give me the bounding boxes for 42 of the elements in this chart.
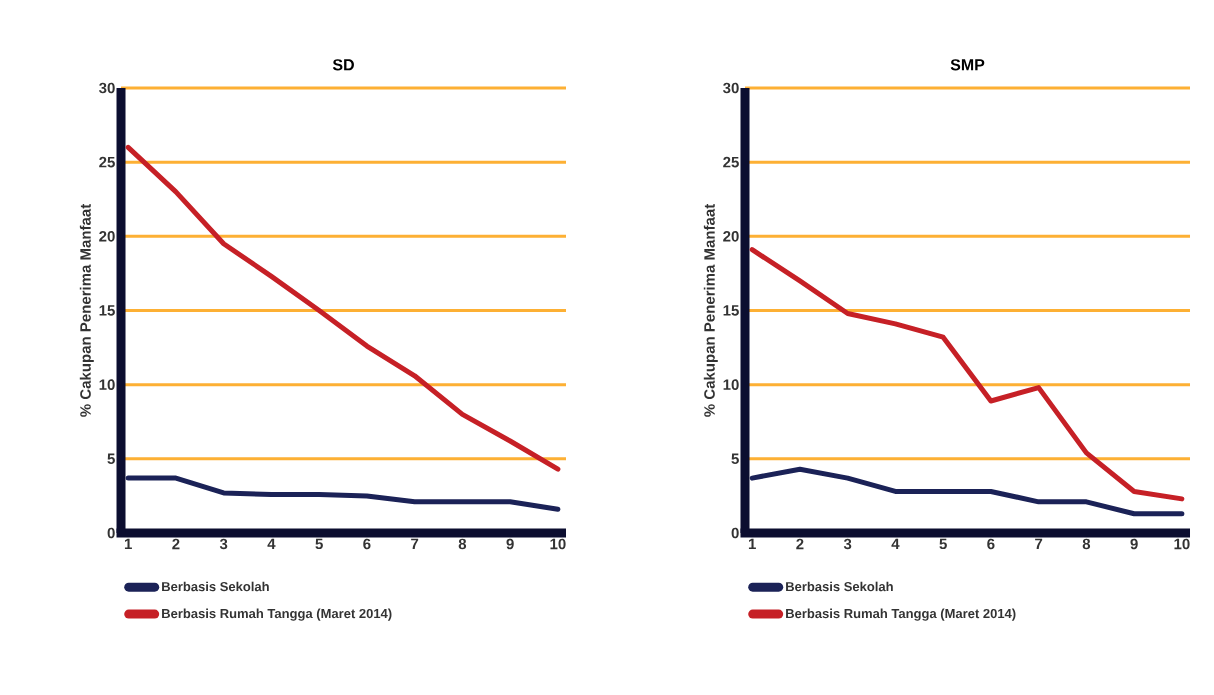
x-tick-label: 9: [506, 538, 514, 550]
y-tick-label: 25: [99, 156, 115, 168]
x-tick-label: 9: [1130, 538, 1138, 550]
y-tick-label: 15: [723, 305, 739, 316]
x-tick-label: 7: [1035, 538, 1043, 549]
chart-title: SD: [332, 59, 354, 71]
y-tick-label: 20: [99, 231, 115, 242]
y-tick-label: 0: [731, 527, 739, 539]
x-tick-label: 6: [987, 538, 995, 550]
legend-label: Berbasis Rumah Tangga (Maret 2014): [786, 608, 1016, 621]
x-tick-label: 6: [363, 538, 371, 550]
x-tick-label: 5: [315, 538, 323, 550]
y-tick-label: 5: [107, 453, 115, 465]
y-tick-label: 25: [723, 156, 739, 168]
x-tick-label: 1: [748, 538, 756, 549]
x-tick-label: 1: [124, 538, 132, 549]
y-tick-label: 20: [723, 231, 739, 242]
x-tick-label: 8: [458, 538, 467, 550]
legend-label: Berbasis Rumah Tangga (Maret 2014): [162, 608, 392, 621]
y-tick-label: 30: [723, 82, 739, 94]
y-tick-label: 5: [731, 453, 739, 465]
x-tick-label: 2: [172, 538, 180, 550]
y-tick-label: 15: [99, 305, 115, 316]
y-tick-label: 0: [107, 527, 115, 539]
x-tick-label: 4: [891, 538, 900, 549]
x-tick-label: 2: [796, 538, 804, 550]
legend-label: Berbasis Sekolah: [786, 581, 893, 592]
x-tick-label: 4: [267, 538, 276, 549]
x-tick-label: 5: [939, 538, 947, 550]
y-tick-label: 10: [99, 379, 115, 390]
legend-label: Berbasis Sekolah: [162, 581, 269, 592]
x-tick-label: 8: [1082, 538, 1091, 550]
x-tick-label: 7: [411, 538, 419, 549]
x-tick-label: 10: [550, 538, 566, 550]
chart-title: SMP: [950, 59, 985, 71]
y-tick-label: 30: [99, 82, 115, 94]
x-tick-label: 10: [1174, 538, 1190, 550]
y-axis-title: % Cakupan Penerima Manfaat: [79, 204, 94, 417]
y-tick-label: 10: [723, 379, 739, 390]
x-tick-label: 3: [219, 538, 228, 550]
x-tick-label: 3: [843, 538, 852, 550]
y-axis-title: % Cakupan Penerima Manfaat: [703, 204, 718, 417]
